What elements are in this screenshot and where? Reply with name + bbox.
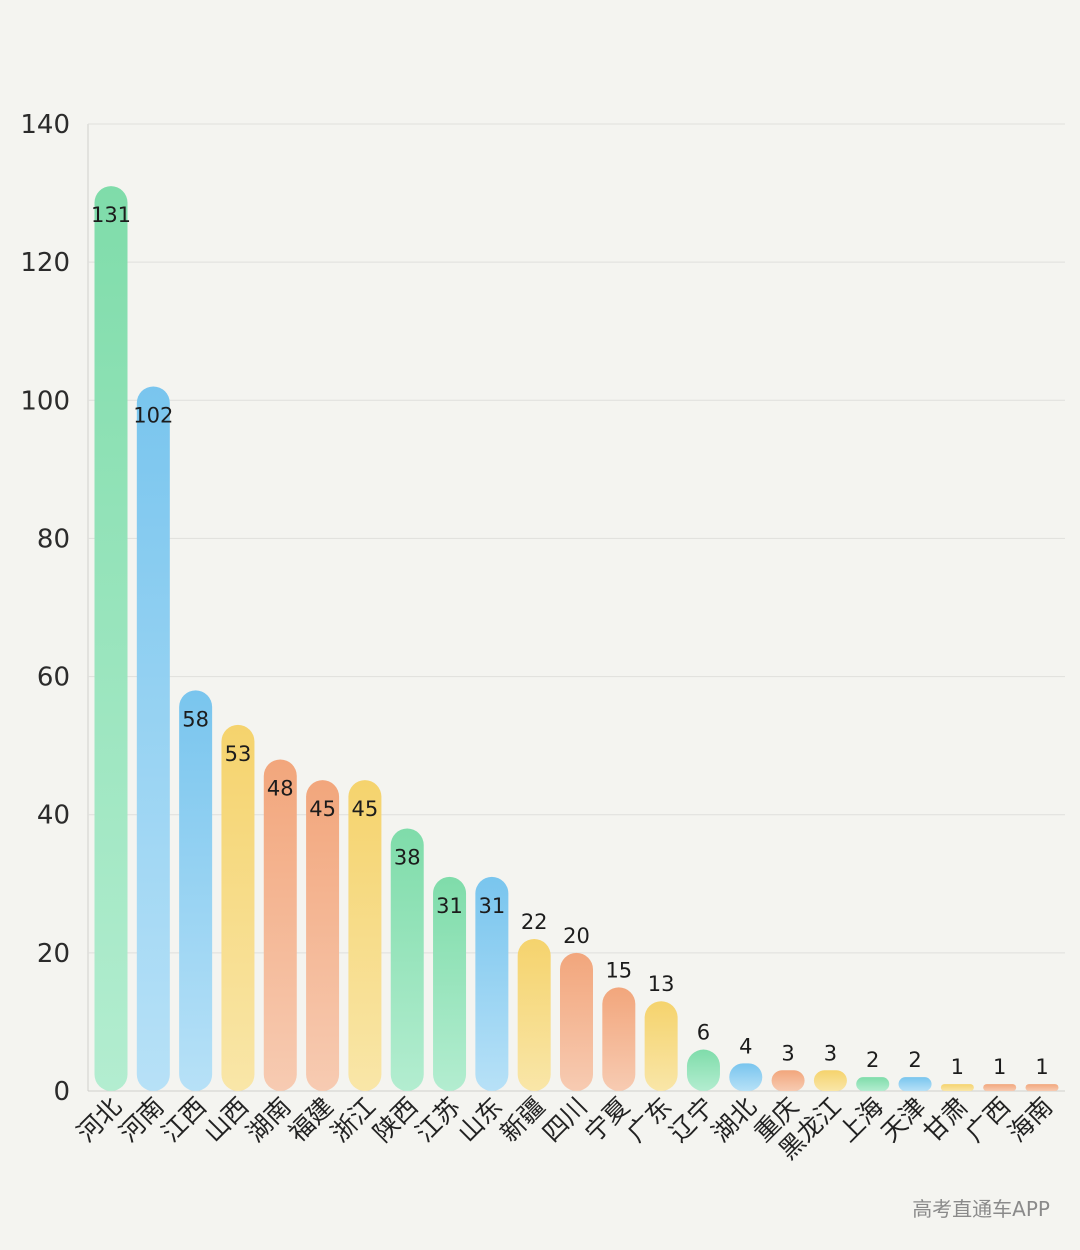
data-label: 20: [563, 924, 590, 948]
category-label: 湖北: [706, 1092, 762, 1148]
bar-山东: [475, 876, 509, 1091]
data-label: 1: [951, 1055, 964, 1079]
y-tick-label: 60: [37, 663, 70, 693]
category-label: 宁夏: [579, 1092, 635, 1148]
bar-新疆: [517, 939, 551, 1091]
bar-河北: [94, 186, 128, 1091]
category-label: 江西: [156, 1092, 212, 1148]
data-label: 2: [908, 1048, 921, 1072]
data-label: 102: [133, 403, 173, 427]
data-label: 31: [478, 894, 505, 918]
bars: [94, 186, 1059, 1091]
category-label: 陕西: [368, 1092, 424, 1148]
category-label: 海南: [1002, 1092, 1058, 1148]
bar-江西: [179, 690, 213, 1091]
bar-海南: [1025, 1084, 1059, 1091]
y-tick-label: 20: [37, 939, 70, 969]
category-label: 辽宁: [664, 1092, 720, 1148]
data-label: 31: [436, 894, 463, 918]
data-label: 45: [352, 797, 379, 821]
y-tick-label: 0: [53, 1077, 70, 1107]
bar-陕西: [390, 828, 424, 1091]
category-label: 湖南: [241, 1092, 297, 1148]
category-label: 浙江: [325, 1092, 381, 1148]
data-label: 1: [993, 1055, 1006, 1079]
watermark: 高考直通车APP: [912, 1197, 1050, 1221]
bar-四川: [560, 952, 593, 1091]
data-label: 6: [697, 1021, 710, 1045]
category-label: 江苏: [410, 1092, 466, 1148]
y-tick-label: 120: [20, 248, 70, 278]
bar-黑龙江: [813, 1070, 847, 1091]
bar-湖南: [263, 759, 297, 1091]
data-label: 38: [394, 846, 421, 870]
data-label: 45: [309, 797, 336, 821]
category-label: 山东: [452, 1092, 508, 1148]
bar-广西: [983, 1084, 1017, 1091]
bar-河南: [136, 386, 170, 1091]
data-label: 13: [648, 972, 675, 996]
category-label: 天津: [875, 1092, 931, 1148]
data-label: 3: [824, 1041, 837, 1065]
category-label: 河南: [114, 1092, 170, 1148]
data-label: 1: [1035, 1055, 1048, 1079]
category-label: 广东: [622, 1092, 678, 1148]
data-label: 22: [521, 910, 548, 934]
bar-重庆: [771, 1070, 805, 1091]
category-label: 河北: [71, 1092, 127, 1148]
bar-福建: [306, 780, 340, 1091]
bar-上海: [856, 1077, 890, 1091]
data-label: 4: [739, 1034, 752, 1058]
y-tick-label: 80: [37, 524, 70, 554]
data-label: 48: [267, 776, 294, 800]
bar-广东: [644, 1001, 678, 1091]
bar-山西: [221, 724, 255, 1091]
data-label: 15: [605, 958, 632, 982]
data-label: 58: [182, 707, 209, 731]
y-tick-label: 100: [20, 386, 70, 416]
data-label: 53: [225, 742, 252, 766]
category-label: 甘肃: [918, 1092, 974, 1148]
bar-宁夏: [602, 987, 636, 1091]
y-tick-label: 40: [37, 801, 70, 831]
bar-甘肃: [940, 1084, 974, 1091]
category-label: 福建: [283, 1092, 339, 1148]
category-label: 新疆: [495, 1092, 551, 1148]
bar-天津: [898, 1077, 932, 1091]
bar-湖北: [729, 1063, 763, 1091]
data-label: 2: [866, 1048, 879, 1072]
y-tick-label: 140: [20, 110, 70, 140]
bar-江苏: [433, 876, 467, 1091]
bar-辽宁: [686, 1049, 720, 1091]
category-label: 四川: [537, 1092, 593, 1148]
category-label: 上海: [833, 1092, 889, 1148]
category-label: 山西: [198, 1092, 254, 1148]
data-label: 3: [781, 1041, 794, 1065]
data-label: 131: [91, 203, 131, 227]
bar-浙江: [348, 780, 382, 1091]
category-label: 广西: [960, 1092, 1016, 1148]
